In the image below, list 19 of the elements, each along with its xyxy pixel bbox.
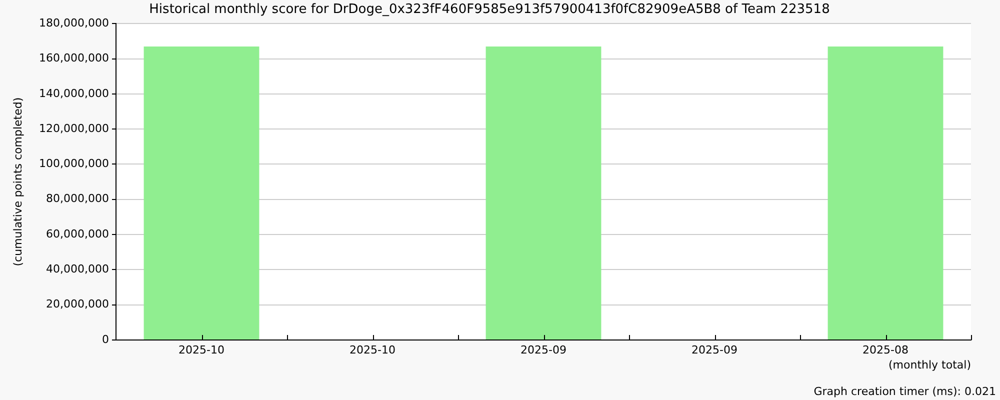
y-tick-label: 140,000,000 <box>39 86 109 100</box>
y-tick-label: 20,000,000 <box>46 298 109 311</box>
y-tick-label: 120,000,000 <box>39 122 109 135</box>
y-tick-label: 160,000,000 <box>39 52 109 65</box>
y-tick-label: 100,000,000 <box>39 157 109 170</box>
text: Graph creation timer (ms): 0.021 <box>814 385 996 398</box>
x-axis-title: (monthly total) <box>888 358 971 372</box>
x-tick-label: 2025-09 <box>520 343 566 356</box>
chart-title: Historical monthly score for DrDoge_0x323fF460F9585e913f57900413f0fC82909eA5B8 of Team 223518 <box>149 2 830 18</box>
x-tick-label: 2025-10 <box>178 343 224 356</box>
x-tick-label: 2025-08 <box>862 343 908 356</box>
y-tick-label: 80,000,000 <box>46 192 109 206</box>
y-tick-label: 0 <box>102 332 109 346</box>
x-tick-label: 2025-09 <box>692 343 738 356</box>
y-axis-title: (cumulative points completed) <box>11 97 24 266</box>
y-tick-label: 180,000,000 <box>39 16 109 30</box>
x-tick-label: 2025-10 <box>350 343 396 356</box>
y-tick-label: 60,000,000 <box>46 227 109 240</box>
y-tick-label: 40,000,000 <box>46 262 109 276</box>
